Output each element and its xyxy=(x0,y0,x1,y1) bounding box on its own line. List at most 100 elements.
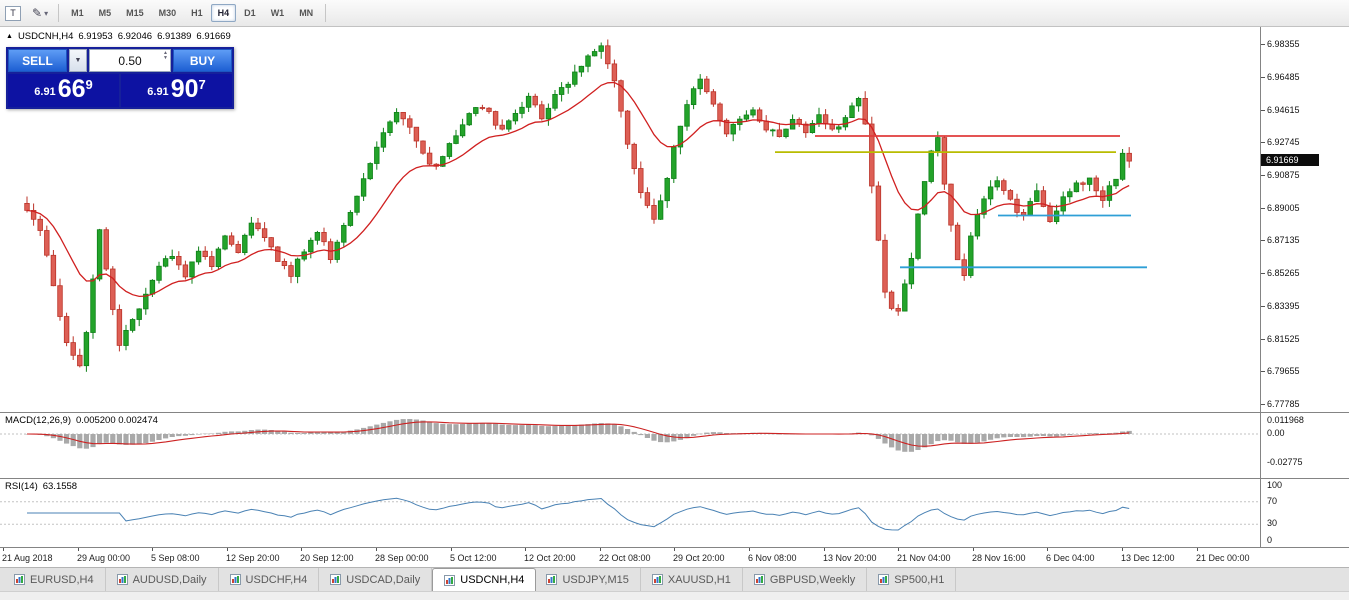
macd-values: 0.005200 0.002474 xyxy=(76,415,158,426)
chart-icon xyxy=(116,574,128,585)
chart-icon xyxy=(753,574,765,585)
price-scale-tick xyxy=(1261,208,1265,209)
chart-tab-audusd-daily[interactable]: AUDUSD,Daily xyxy=(106,568,219,591)
tab-label: XAUUSD,H1 xyxy=(667,573,731,586)
time-axis-tick xyxy=(301,548,302,551)
macd-canvas[interactable] xyxy=(0,413,1260,478)
price-scale-label: 6.96485 xyxy=(1267,72,1300,82)
volume-dropdown-button[interactable]: ▼ xyxy=(69,49,87,72)
chart-icon xyxy=(546,574,558,585)
volume-field[interactable]: 0.50 ▲ ▼ xyxy=(89,49,171,72)
symbol-arrow-icon: ▲ xyxy=(6,33,13,40)
bid-pip-digit: 9 xyxy=(85,77,93,92)
chart-window-icon[interactable]: T xyxy=(5,5,21,21)
rsi-plot-area[interactable]: RSI(14) 63.1558 xyxy=(0,479,1260,548)
time-axis-label: 20 Sep 12:00 xyxy=(300,553,354,563)
price-plot-area[interactable]: ▲ USDCNH,H4 6.91953 6.92046 6.91389 6.91… xyxy=(0,27,1260,412)
bid-prefix: 6.91 xyxy=(34,86,56,98)
macd-scale-zero: 0.00 xyxy=(1267,428,1285,438)
time-axis-label: 21 Nov 04:00 xyxy=(897,553,951,563)
rsi-scale-100: 100 xyxy=(1267,480,1283,490)
symbol-label: USDCNH,H4 xyxy=(17,31,74,42)
chart-tab-gbpusd-weekly[interactable]: GBPUSD,Weekly xyxy=(743,568,868,591)
time-axis[interactable]: 21 Aug 2018 29 Aug 00:00 5 Sep 08:00 12 Sep… xyxy=(0,547,1349,567)
rsi-scale-70: 70 xyxy=(1267,496,1278,506)
timeframe-button-m1[interactable]: M1 xyxy=(64,4,91,22)
time-axis-label: 6 Nov 08:00 xyxy=(748,553,797,563)
price-scale-label: 6.92745 xyxy=(1267,137,1300,147)
ask-prefix: 6.91 xyxy=(147,86,169,98)
moving-average-line xyxy=(26,81,1130,298)
chart-tab-usdjpy-m15[interactable]: USDJPY,M15 xyxy=(535,568,641,591)
chevron-down-icon: ▾ xyxy=(44,8,49,18)
time-axis-label: 28 Sep 00:00 xyxy=(375,553,429,563)
timeframe-button-mn[interactable]: MN xyxy=(292,4,320,22)
rsi-canvas[interactable] xyxy=(0,479,1260,547)
time-axis-label: 29 Oct 20:00 xyxy=(673,553,725,563)
timeframe-button-w1[interactable]: W1 xyxy=(264,4,292,22)
timeframe-button-d1[interactable]: D1 xyxy=(237,4,263,22)
timeframe-button-m5[interactable]: M5 xyxy=(92,4,119,22)
time-axis-tick xyxy=(451,548,452,551)
tab-label: AUDUSD,Daily xyxy=(132,573,207,586)
time-axis-tick xyxy=(1047,548,1048,551)
timeframe-button-m30[interactable]: M30 xyxy=(152,4,184,22)
macd-signal-line xyxy=(26,421,1130,447)
chart-icon xyxy=(444,574,456,586)
timeframe-button-m15[interactable]: M15 xyxy=(119,4,151,22)
price-scale-label: 6.89005 xyxy=(1267,203,1300,213)
time-axis-tick xyxy=(824,548,825,551)
bid-price-button[interactable]: 6.91 66 9 xyxy=(8,74,119,107)
time-axis-tick xyxy=(898,548,899,551)
ask-price-button[interactable]: 6.91 90 7 xyxy=(121,74,232,107)
timeframe-button-h4[interactable]: H4 xyxy=(210,4,237,22)
time-axis-tick xyxy=(3,548,4,551)
chart-tab-sp500-h1[interactable]: SP500,H1 xyxy=(867,568,957,591)
time-axis-label: 21 Dec 00:00 xyxy=(1196,553,1250,563)
time-axis-tick xyxy=(525,548,526,551)
timeframe-button-group: M1 M5 M15 M30 H1 H4 D1 W1 MN xyxy=(64,4,320,22)
rsi-scale[interactable]: 100 70 30 0 xyxy=(1260,479,1349,547)
price-scale-tick xyxy=(1261,339,1265,340)
time-axis-label: 13 Nov 20:00 xyxy=(823,553,877,563)
macd-plot-area[interactable]: MACD(12,26,9) 0.005200 0.002474 xyxy=(0,413,1260,479)
time-axis-tick xyxy=(1122,548,1123,551)
price-scale-label: 6.87135 xyxy=(1267,235,1300,245)
price-scale-tick xyxy=(1261,273,1265,274)
price-scale-label: 6.79655 xyxy=(1267,366,1300,376)
price-scale-label: 6.83395 xyxy=(1267,301,1300,311)
chart-tab-eurusd-h4[interactable]: EURUSD,H4 xyxy=(3,568,106,591)
rsi-scale-30: 30 xyxy=(1267,518,1278,528)
price-chart-canvas[interactable] xyxy=(0,27,1260,412)
time-axis-tick xyxy=(600,548,601,551)
main-chart-panel: ▲ USDCNH,H4 6.91953 6.92046 6.91389 6.91… xyxy=(0,27,1349,412)
sell-button[interactable]: SELL xyxy=(8,49,67,72)
macd-scale[interactable]: 0.011968 0.00 -0.02775 xyxy=(1260,413,1349,478)
price-scale-tick xyxy=(1261,77,1265,78)
tab-label: USDCAD,Daily xyxy=(346,573,421,586)
time-axis-tick xyxy=(152,548,153,551)
bid-big-digits: 66 xyxy=(57,75,86,103)
macd-title: MACD(12,26,9) xyxy=(5,415,71,426)
time-axis-label: 28 Nov 16:00 xyxy=(972,553,1026,563)
chart-tab-usdcnh-h4[interactable]: USDCNH,H4 xyxy=(432,568,537,591)
price-scale-label: 6.98355 xyxy=(1267,39,1300,49)
pointer-tool-button[interactable]: ✎ ▾ xyxy=(27,4,53,22)
time-axis-tick xyxy=(227,548,228,551)
buy-button[interactable]: BUY xyxy=(173,49,232,72)
chart-tab-usdchf-h4[interactable]: USDCHF,H4 xyxy=(219,568,320,591)
time-axis-label: 6 Dec 04:00 xyxy=(1046,553,1095,563)
top-toolbar: T ✎ ▾ M1 M5 M15 M30 H1 H4 D1 W1 MN xyxy=(0,0,1349,27)
time-axis-label: 29 Aug 00:00 xyxy=(77,553,131,563)
pointer-tool-icon: ✎ xyxy=(32,6,43,20)
price-scale[interactable]: 6.91669 6.98355 6.96485 6.94615 6.92745 6.90… xyxy=(1260,27,1349,412)
chart-tab-usdcad-daily[interactable]: USDCAD,Daily xyxy=(319,568,433,591)
timeframe-button-h1[interactable]: H1 xyxy=(184,4,210,22)
chart-icon xyxy=(878,574,890,585)
volume-spinner[interactable]: ▲ ▼ xyxy=(163,50,168,61)
chart-tab-xauusd-h1[interactable]: XAUUSD,H1 xyxy=(641,568,743,591)
price-scale-tick xyxy=(1261,142,1265,143)
chart-tab-bar: EURUSD,H4 AUDUSD,Daily USDCHF,H4 USDCAD,Dai… xyxy=(0,567,1349,591)
price-scale-tick xyxy=(1261,240,1265,241)
time-axis-tick xyxy=(376,548,377,551)
